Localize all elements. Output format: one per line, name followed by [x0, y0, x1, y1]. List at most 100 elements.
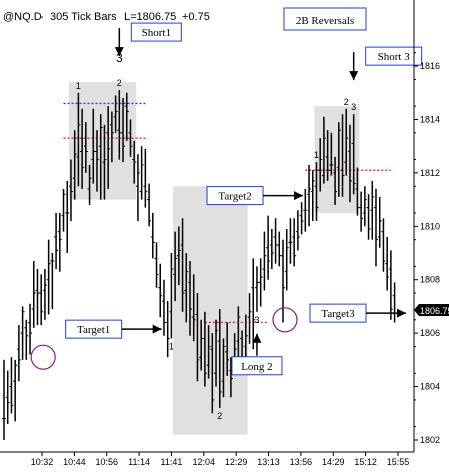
- ohlc-bar: [184, 253, 189, 323]
- y-tick-label: 1804: [420, 382, 440, 392]
- reversal-circles: [30, 307, 298, 370]
- ohlc-bar: [329, 132, 334, 176]
- ohlc-bar: [180, 218, 185, 312]
- ohlc-bar: [9, 357, 14, 414]
- annotations: Short1 Target1 Long 2 Target2 Short 3 Target3: [65, 22, 423, 376]
- ohlc-bar: [20, 306, 25, 360]
- x-tick-label: 13:56: [290, 457, 313, 467]
- ohlc-bar: [102, 124, 107, 200]
- ohlc-bar: [370, 180, 375, 240]
- ohlc-bar: [377, 196, 382, 248]
- ohlc-bar: [206, 325, 211, 379]
- y-tick-label: 1802: [420, 435, 440, 445]
- bar-marker-3: 3: [116, 51, 123, 65]
- annotation-target1: Target1: [65, 319, 123, 339]
- ohlc-bar: [292, 218, 297, 267]
- ohlc-bar: [91, 108, 96, 184]
- ohlc-bar: [228, 357, 233, 398]
- annotation-target2: Target2: [206, 186, 264, 206]
- ohlc-bar: [113, 95, 118, 133]
- annotation-long-2-box: [231, 356, 283, 376]
- ohlc-bar: [351, 114, 356, 195]
- ohlc-bar: [392, 282, 397, 323]
- ohlc-bar: [173, 231, 178, 302]
- annotation-short1-text: Short1: [142, 27, 171, 39]
- ohlc-bar: [333, 156, 338, 205]
- ohlc-bar: [321, 116, 326, 184]
- header-change: +0.75: [182, 11, 210, 23]
- y-tick-label: 1810: [420, 221, 440, 231]
- ohlc-bar: [161, 279, 166, 336]
- ohlc-bar: [258, 258, 263, 307]
- ohlc-bar: [150, 212, 155, 259]
- annotation-target1-text: Target1: [77, 324, 110, 336]
- ohlc-bar: [124, 92, 129, 141]
- ohlc-bar: [2, 359, 6, 440]
- ohlc-bar: [121, 98, 126, 163]
- ohlc-bar: [57, 212, 62, 272]
- ohlc-bar: [310, 170, 315, 221]
- ohlc-bar: [117, 90, 122, 160]
- ohlc-bar: [347, 124, 352, 203]
- ohlc-bar: [366, 194, 371, 240]
- ohlc-bar: [68, 159, 73, 221]
- zone-2: [173, 186, 248, 435]
- ohlc-bar: [236, 306, 241, 358]
- ohlc-bar: [266, 215, 271, 280]
- ohlc-bar: [135, 154, 140, 221]
- ohlc-bar: [299, 202, 304, 235]
- zone-1: [68, 82, 137, 200]
- y-tick-label: 1808: [420, 275, 440, 285]
- annotation-target2-box: [206, 186, 264, 206]
- ohlc-bar: [154, 242, 159, 288]
- annotation-short-3-box: [365, 46, 423, 66]
- ohlc-bar: [31, 261, 36, 328]
- ohlc-bar: [374, 188, 378, 267]
- annotation-long-2-text: Long 2: [241, 361, 272, 373]
- annotation-target3: Target3: [309, 303, 367, 323]
- ohlc-bar: [42, 269, 47, 320]
- ohlc-bar: [39, 274, 44, 326]
- reversal-circle-2: [272, 307, 298, 333]
- ohlc-bar: [388, 250, 393, 320]
- ohlc-bar: [284, 228, 289, 291]
- ohlc-bar: [24, 319, 29, 360]
- ohlc-bar: [325, 130, 330, 181]
- ohlc-bar: [65, 180, 70, 254]
- last-price-tag: 1806.75: [414, 304, 449, 316]
- ohlc-bar: [355, 167, 360, 216]
- last-price-label: 1806.75: [420, 306, 449, 316]
- ohlc-bar: [262, 231, 267, 291]
- ohlc-bar: [5, 370, 10, 424]
- ohlc-bar: [288, 218, 293, 264]
- annotation-short-3-text: Short 3: [378, 51, 411, 63]
- ohlc-bar: [165, 301, 170, 358]
- ohlc-bar: [381, 218, 386, 272]
- ohlc-bar: [35, 269, 40, 326]
- ohlc-bar: [95, 130, 99, 192]
- x-tick-label: 14:29: [322, 457, 345, 467]
- y-tick-label: 1814: [420, 114, 440, 124]
- ohlc-bar: [217, 309, 222, 408]
- ohlc-bar: [188, 261, 192, 336]
- ohlc-bar: [295, 210, 300, 251]
- x-tick-label: 10:32: [31, 457, 54, 467]
- last-price-marker: [414, 304, 449, 316]
- chart-title-box: [283, 7, 367, 31]
- ohlc-bar: [195, 293, 200, 382]
- header-symbol: @NQ.D: [3, 11, 42, 23]
- x-tick-label: 13:13: [257, 457, 280, 467]
- ohlc-bar: [169, 253, 174, 339]
- ohlc-bar: [221, 338, 226, 398]
- ohlc-bar: [281, 239, 285, 323]
- ohlc-bar: [54, 212, 59, 270]
- bar-marker-1: 1: [76, 81, 81, 91]
- bar-marker-3: 3: [351, 102, 356, 112]
- ohlc-bar: [247, 293, 252, 344]
- ohlc-bar: [269, 228, 274, 270]
- x-tick-label: 11:14: [128, 457, 150, 467]
- annotation-short1: Short1: [130, 22, 182, 42]
- ohlc-bar: [254, 266, 259, 312]
